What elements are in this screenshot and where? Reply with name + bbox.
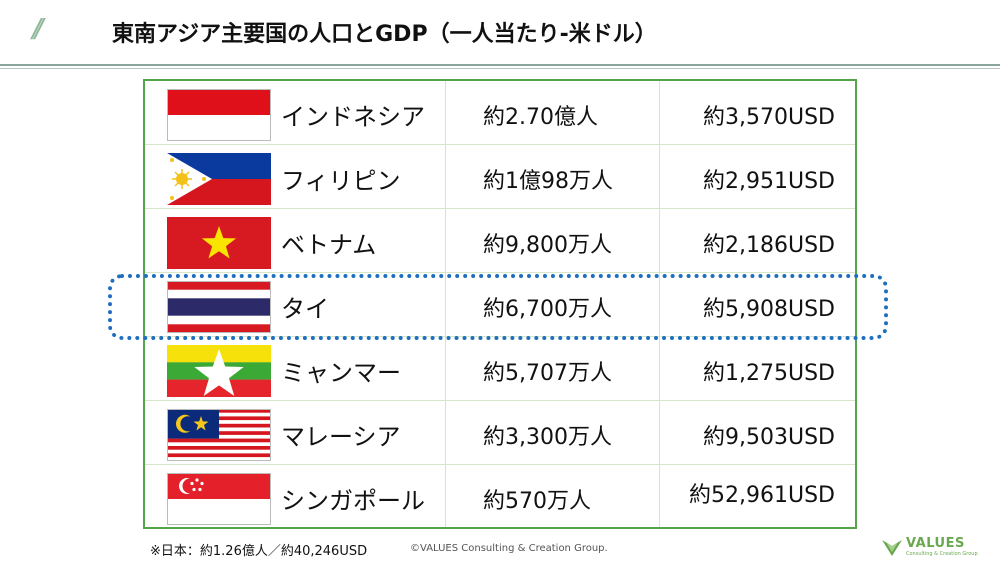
gdp-cell: 約9,503USD <box>703 425 835 450</box>
country-name: インドネシア <box>281 103 425 131</box>
country-name: ミャンマー <box>281 359 401 387</box>
logo-subtext: Consulting & Creation Group <box>906 551 978 557</box>
country-name: フィリピン <box>281 167 401 195</box>
population-cell: 約2.70億人 <box>483 105 598 130</box>
header-divider-thin <box>0 68 1000 69</box>
column-divider <box>445 81 446 527</box>
country-name: タイ <box>281 295 329 323</box>
country-name: マレーシア <box>281 423 401 451</box>
gdp-cell: 約1,275USD <box>703 361 835 386</box>
header-divider <box>0 64 1000 66</box>
population-cell: 約9,800万人 <box>483 233 612 258</box>
indonesia-flag-icon <box>167 89 271 141</box>
population-cell: 約3,300万人 <box>483 425 612 450</box>
copyright: ©VALUES Consulting & Creation Group. <box>410 543 608 554</box>
malaysia-flag-icon <box>167 409 271 461</box>
population-cell: 約570万人 <box>483 489 591 514</box>
population-cell: 約5,707万人 <box>483 361 612 386</box>
table-row-highlighted: タイ 約6,700万人 約5,908USD <box>145 273 855 337</box>
table-row: インドネシア 約2.70億人 約3,570USD <box>145 81 855 145</box>
table-row: フィリピン 約1億98万人 約2,951USD <box>145 145 855 209</box>
japan-footnote: ※日本：約1.26億人／約40,246USD <box>150 544 368 559</box>
population-cell: 約1億98万人 <box>483 169 613 194</box>
page-title: 東南アジア主要国の人口とGDP（一人当たり-米ドル） <box>112 22 657 47</box>
values-logo: VALUES Consulting & Creation Group <box>880 536 992 560</box>
thailand-highlight-box <box>108 274 888 340</box>
gdp-cell: 約52,961USD <box>689 483 835 508</box>
gdp-cell: 約3,570USD <box>703 105 835 130</box>
table-row: シンガポール 約570万人 約52,961USD <box>145 465 855 529</box>
gdp-cell: 約2,951USD <box>703 169 835 194</box>
singapore-flag-icon <box>167 473 271 525</box>
gdp-cell: 約5,908USD <box>703 297 835 322</box>
thailand-flag-icon <box>167 281 271 333</box>
country-name: ベトナム <box>281 231 377 259</box>
table-row: ミャンマー 約5,707万人 約1,275USD <box>145 337 855 401</box>
gdp-cell: 約2,186USD <box>703 233 835 258</box>
values-logo-icon <box>882 540 902 556</box>
logo-text: VALUES <box>906 536 965 551</box>
philippines-flag-icon <box>167 153 271 205</box>
table-row: ベトナム 約9,800万人 約2,186USD <box>145 209 855 273</box>
population-cell: 約6,700万人 <box>483 297 612 322</box>
country-name: シンガポール <box>281 487 425 515</box>
myanmar-flag-icon <box>167 345 271 397</box>
title-decoration: // <box>32 14 43 44</box>
column-divider <box>659 81 660 527</box>
country-table: インドネシア 約2.70億人 約3,570USD フィリピン 約1億98万人 約… <box>143 79 857 529</box>
vietnam-flag-icon <box>167 217 271 269</box>
table-row: マレーシア 約3,300万人 約9,503USD <box>145 401 855 465</box>
